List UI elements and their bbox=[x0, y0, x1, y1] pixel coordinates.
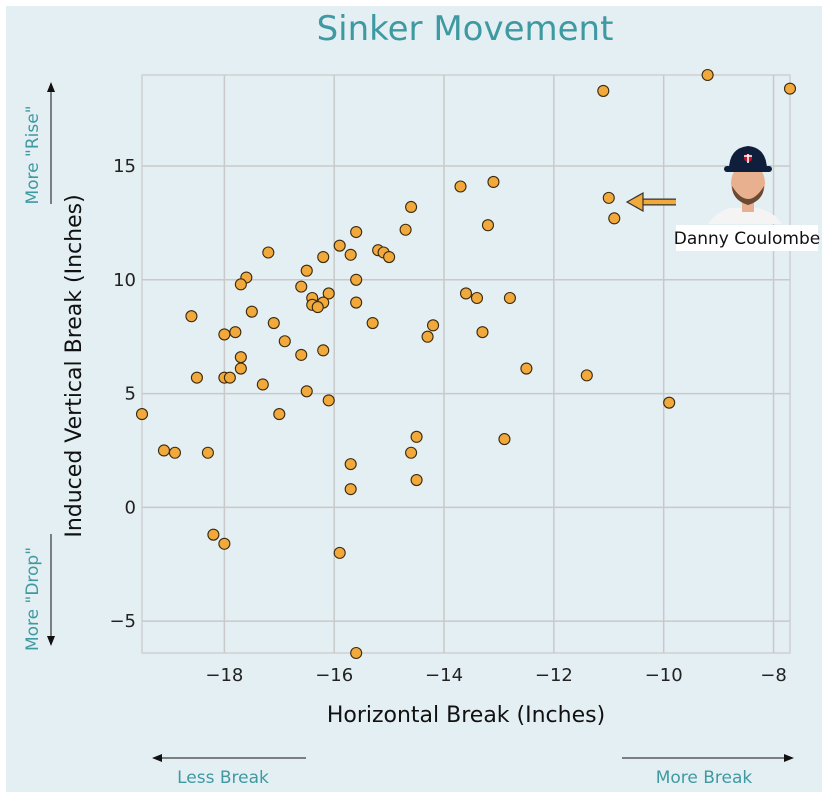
data-point-58 bbox=[498, 433, 511, 446]
grid-lines bbox=[142, 75, 790, 653]
y-tick-label-2: 5 bbox=[125, 384, 136, 405]
data-point-59 bbox=[157, 444, 171, 457]
data-point-48 bbox=[190, 371, 203, 384]
data-point-50 bbox=[223, 371, 236, 384]
data-point-41 bbox=[278, 335, 291, 348]
data-point-9 bbox=[399, 223, 412, 236]
data-point-37 bbox=[229, 326, 242, 339]
data-point-62 bbox=[405, 446, 418, 459]
x-axis-label: Horizontal Break (Inches) bbox=[327, 703, 605, 728]
data-point-46 bbox=[520, 362, 533, 375]
data-point-57 bbox=[410, 430, 423, 443]
scatter-chart: Sinker Movement −18 −16 −14 −12 −10 −8 −5 0 5 10… bbox=[23, 9, 821, 788]
y-axis-label: Induced Vertical Break (Inches) bbox=[62, 194, 87, 537]
player-headshot-icon bbox=[708, 146, 782, 224]
data-point-63 bbox=[344, 458, 357, 471]
data-point-28 bbox=[350, 296, 363, 309]
data-point-12 bbox=[344, 248, 357, 261]
y-tick-label-3: 10 bbox=[113, 270, 136, 291]
data-point-20 bbox=[234, 278, 247, 291]
data-point-32 bbox=[245, 305, 258, 318]
data-point-44 bbox=[234, 351, 247, 364]
data-point-47 bbox=[580, 369, 593, 382]
plot-border bbox=[141, 74, 791, 654]
data-point-21 bbox=[295, 280, 308, 293]
x-left-note: Less Break bbox=[177, 768, 269, 788]
y-tick-labels: −5 0 5 10 15 bbox=[109, 156, 136, 632]
data-point-52 bbox=[300, 385, 313, 398]
data-point-35 bbox=[366, 316, 379, 330]
x-tick-labels: −18 −16 −14 −12 −10 −8 bbox=[205, 665, 786, 686]
data-point-34 bbox=[267, 316, 280, 330]
data-point-68 bbox=[333, 546, 346, 559]
data-point-33 bbox=[185, 310, 198, 323]
data-point-11 bbox=[333, 239, 346, 252]
data-point-51 bbox=[256, 378, 269, 391]
data-point-2 bbox=[783, 82, 797, 95]
data-point-1 bbox=[597, 84, 610, 97]
data-point-54 bbox=[663, 396, 676, 409]
chart-title: Sinker Movement bbox=[317, 9, 614, 49]
data-point-39 bbox=[476, 326, 489, 339]
x-direction-arrows bbox=[152, 754, 794, 762]
data-point-40 bbox=[421, 330, 434, 343]
data-point-5 bbox=[602, 191, 615, 204]
x-tick-label-3: −12 bbox=[535, 665, 573, 686]
data-point-10 bbox=[350, 225, 363, 239]
x-tick-label-5: −8 bbox=[760, 665, 787, 686]
player-name-box bbox=[676, 225, 818, 251]
data-point-45 bbox=[234, 362, 247, 375]
data-points bbox=[135, 68, 797, 660]
y-tick-label-0: −5 bbox=[109, 611, 136, 632]
data-point-18 bbox=[300, 264, 313, 277]
y-bottom-note: More "Drop" bbox=[23, 547, 43, 651]
data-point-3 bbox=[487, 175, 500, 189]
data-point-42 bbox=[317, 344, 330, 357]
data-point-0 bbox=[701, 68, 714, 82]
data-point-69 bbox=[350, 646, 363, 660]
data-point-7 bbox=[405, 200, 418, 214]
data-point-6 bbox=[608, 212, 621, 225]
data-point-4 bbox=[454, 180, 467, 193]
data-point-30 bbox=[470, 291, 484, 305]
annotation-arrow bbox=[625, 191, 676, 213]
data-point-22 bbox=[350, 273, 363, 286]
data-point-43 bbox=[295, 348, 308, 361]
y-direction-arrows bbox=[47, 82, 55, 646]
data-point-61 bbox=[201, 446, 214, 459]
data-point-16 bbox=[262, 246, 275, 259]
data-point-60 bbox=[168, 446, 181, 459]
data-point-17 bbox=[317, 250, 330, 264]
y-tick-label-4: 15 bbox=[113, 156, 136, 177]
y-top-note: More "Rise" bbox=[23, 105, 43, 204]
x-tick-label-1: −16 bbox=[315, 665, 353, 686]
data-point-53 bbox=[322, 394, 335, 407]
data-point-38 bbox=[218, 328, 231, 341]
player-name: Danny Coulombe bbox=[674, 229, 821, 249]
player-annotation: Danny Coulombe bbox=[625, 146, 821, 251]
data-point-67 bbox=[218, 537, 231, 550]
y-tick-label-1: 0 bbox=[125, 497, 136, 518]
data-point-65 bbox=[344, 483, 357, 496]
data-point-29 bbox=[459, 287, 473, 300]
x-right-note: More Break bbox=[656, 768, 753, 788]
data-point-36 bbox=[427, 319, 440, 332]
data-point-64 bbox=[410, 474, 423, 487]
data-point-15 bbox=[383, 250, 396, 264]
data-point-56 bbox=[273, 408, 286, 421]
x-tick-label-2: −14 bbox=[425, 665, 463, 686]
data-point-8 bbox=[481, 219, 495, 232]
chart-panel: Sinker Movement −18 −16 −14 −12 −10 −8 −5 0 5 10… bbox=[6, 6, 822, 792]
x-tick-label-4: −10 bbox=[645, 665, 683, 686]
data-point-27 bbox=[311, 301, 324, 314]
data-point-23 bbox=[322, 287, 335, 300]
data-point-31 bbox=[503, 291, 516, 305]
x-tick-label-0: −18 bbox=[205, 665, 243, 686]
data-point-55 bbox=[135, 408, 149, 421]
data-point-66 bbox=[207, 528, 220, 541]
